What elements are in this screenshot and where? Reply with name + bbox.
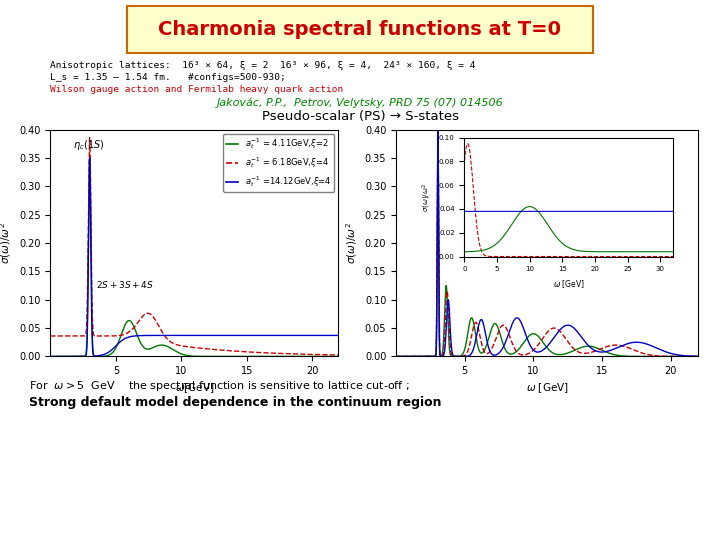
X-axis label: $\omega$[GeV]: $\omega$[GeV] [175, 382, 214, 395]
Y-axis label: $\sigma(\omega)/\omega^2$: $\sigma(\omega)/\omega^2$ [421, 183, 433, 212]
Y-axis label: $\sigma(\omega)/\omega^2$: $\sigma(\omega)/\omega^2$ [0, 222, 14, 264]
X-axis label: $\omega$ [GeV]: $\omega$ [GeV] [553, 278, 585, 289]
Text: For  $\omega > 5$  GeV    the spectral function is sensitive to lattice cut-off : For $\omega > 5$ GeV the spectral functi… [29, 379, 410, 393]
Text: Strong default model dependence in the continuum region: Strong default model dependence in the c… [29, 396, 441, 409]
FancyBboxPatch shape [127, 6, 593, 53]
Text: Charmonia spectral functions at T=0: Charmonia spectral functions at T=0 [158, 20, 562, 39]
Text: $2S+3S+4S$: $2S+3S+4S$ [96, 279, 155, 291]
X-axis label: $\omega$ [GeV]: $\omega$ [GeV] [526, 382, 569, 395]
Y-axis label: $\sigma(\omega)/\omega^2$: $\sigma(\omega)/\omega^2$ [344, 222, 359, 264]
Text: L_s = 1.35 – 1.54 fm.   #configs=500-930;: L_s = 1.35 – 1.54 fm. #configs=500-930; [50, 73, 286, 82]
Text: $\eta_c(1S)$: $\eta_c(1S)$ [73, 138, 105, 152]
Text: Pseudo-scalar (PS) → S-states: Pseudo-scalar (PS) → S-states [261, 110, 459, 123]
Text: Anisotropic lattices:  16³ × 64, ξ = 2  16³ × 96, ξ = 4,  24³ × 160, ξ = 4: Anisotropic lattices: 16³ × 64, ξ = 2 16… [50, 62, 476, 70]
Legend: $a_t^{-1}$ = 4.11GeV,$\xi$=2, $a_t^{-1}$ = 6.18GeV,$\xi$=4, $a_t^{-1}$ =14.12GeV: $a_t^{-1}$ = 4.11GeV,$\xi$=2, $a_t^{-1}$… [223, 134, 334, 192]
Text: Jakovác, P.P.,  Petrov, Velytsky, PRD 75 (07) 014506: Jakovác, P.P., Petrov, Velytsky, PRD 75 … [217, 97, 503, 108]
Text: Wilson gauge action and Fermilab heavy quark action: Wilson gauge action and Fermilab heavy q… [50, 85, 343, 94]
